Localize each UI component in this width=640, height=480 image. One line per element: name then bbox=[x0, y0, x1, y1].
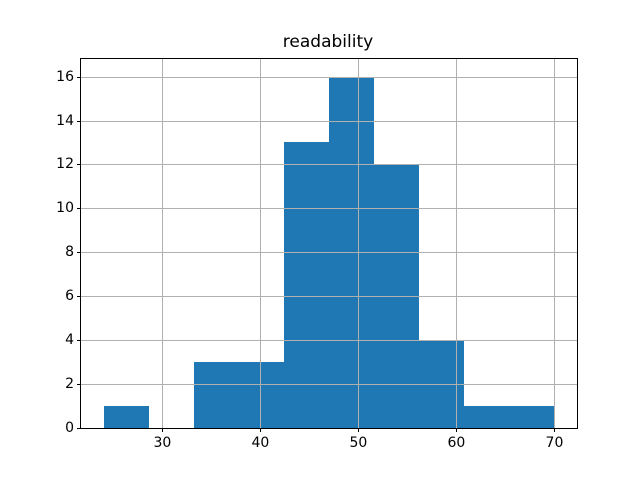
y-tick-label: 4 bbox=[65, 332, 74, 349]
histogram-bar bbox=[329, 76, 375, 428]
x-tick-label: 50 bbox=[349, 435, 368, 451]
chart-title: readability bbox=[282, 32, 374, 52]
x-tick-label: 30 bbox=[153, 435, 172, 451]
x-tick-mark bbox=[260, 428, 262, 432]
y-tick-label: 12 bbox=[56, 156, 74, 173]
horizontal-gridline bbox=[81, 340, 577, 342]
y-tick-mark bbox=[77, 164, 81, 166]
y-tick-label: 2 bbox=[65, 376, 74, 393]
histogram-bar bbox=[193, 362, 239, 428]
x-tick-mark bbox=[162, 428, 164, 432]
y-tick-mark bbox=[77, 252, 81, 254]
horizontal-gridline bbox=[81, 164, 577, 166]
histogram-bar bbox=[509, 406, 555, 428]
y-tick-mark bbox=[77, 208, 81, 210]
histogram-bar bbox=[283, 142, 329, 428]
histogram-bar bbox=[103, 406, 149, 428]
y-tick-label: 8 bbox=[65, 244, 74, 261]
y-tick-label: 14 bbox=[56, 112, 74, 129]
vertical-gridline bbox=[358, 59, 360, 428]
x-tick-mark bbox=[358, 428, 360, 432]
y-tick-label: 0 bbox=[65, 420, 74, 436]
y-tick-mark bbox=[77, 120, 81, 122]
x-tick-label: 40 bbox=[251, 435, 270, 451]
y-tick-label: 6 bbox=[65, 288, 74, 305]
histogram-bar bbox=[464, 406, 510, 428]
x-tick-label: 70 bbox=[545, 435, 564, 451]
vertical-gridline bbox=[162, 59, 164, 428]
y-tick-label: 16 bbox=[56, 68, 74, 85]
y-tick-mark bbox=[77, 296, 81, 298]
horizontal-gridline bbox=[81, 208, 577, 210]
y-tick-label: 10 bbox=[56, 200, 74, 217]
horizontal-gridline bbox=[81, 296, 577, 298]
vertical-gridline bbox=[554, 59, 556, 428]
vertical-gridline bbox=[260, 59, 262, 428]
horizontal-gridline bbox=[81, 252, 577, 254]
x-tick-mark bbox=[456, 428, 458, 432]
x-tick-mark bbox=[554, 428, 556, 432]
y-tick-mark bbox=[77, 428, 81, 429]
y-tick-mark bbox=[77, 76, 81, 78]
y-tick-mark bbox=[77, 384, 81, 386]
horizontal-gridline bbox=[81, 76, 577, 78]
x-tick-label: 60 bbox=[447, 435, 466, 451]
horizontal-gridline bbox=[81, 120, 577, 122]
vertical-gridline bbox=[456, 59, 458, 428]
y-tick-mark bbox=[77, 340, 81, 342]
horizontal-gridline bbox=[81, 384, 577, 386]
plot-area: 30 40 50 60 70 0 2 4 6 8 10 12 14 16 bbox=[56, 58, 578, 451]
